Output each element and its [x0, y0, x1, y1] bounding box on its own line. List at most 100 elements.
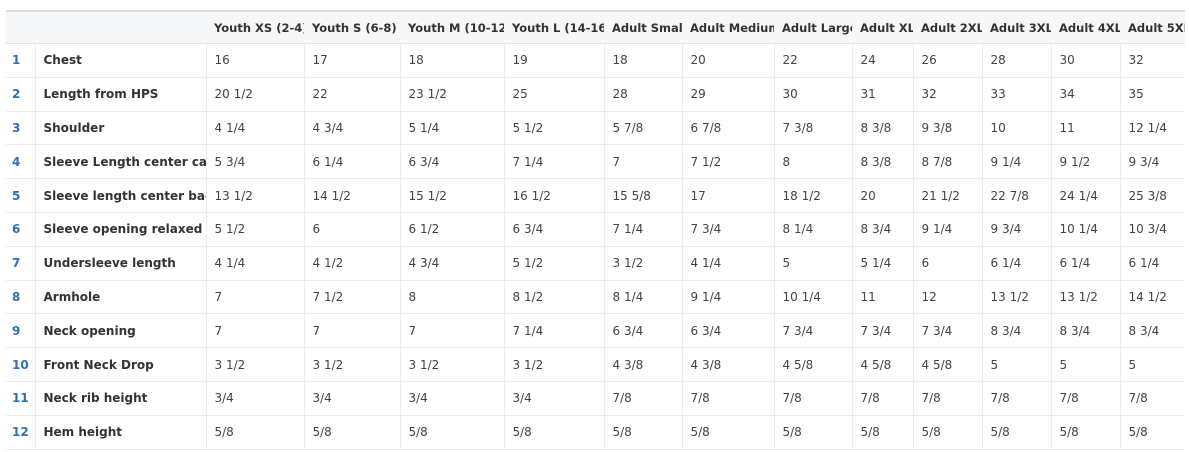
measurement-cell: 6 3/4 — [400, 144, 505, 180]
measurement-cell: 5/8 — [852, 415, 914, 450]
row-number: 5 — [6, 178, 36, 213]
measurement-cell: 4 1/4 — [206, 111, 305, 146]
header-label-blank — [35, 11, 206, 44]
measurement-cell: 6 1/4 — [982, 246, 1052, 281]
row-number: 9 — [6, 313, 36, 349]
measurement-cell: 6 — [304, 212, 401, 247]
measurement-cell: 7 — [304, 313, 401, 349]
measurement-cell: 8 1/2 — [504, 280, 605, 315]
measurement-label: Hem height — [35, 415, 207, 450]
measurement-cell: 31 — [852, 77, 914, 112]
table-row: 6 Sleeve opening relaxed 5 1/2 6 6 1/2 6 3/4 7… — [6, 212, 1185, 247]
measurement-cell: 11 — [1051, 111, 1121, 146]
measurement-cell: 7/8 — [604, 381, 683, 416]
table-row: 9 Neck opening 7 7 7 7 1/4 6 3/4 6 3/4 7 3/4 7 3/… — [6, 313, 1185, 349]
measurement-label: Front Neck Drop — [35, 347, 207, 382]
measurement-cell: 6 1/4 — [1051, 246, 1121, 281]
measurement-cell: 4 5/8 — [913, 347, 983, 382]
row-number: 3 — [6, 111, 36, 146]
measurement-cell: 5/8 — [604, 415, 683, 450]
measurement-cell: 5 — [1120, 347, 1185, 382]
column-header: Youth L (14-16) — [504, 11, 604, 44]
measurement-cell: 5 — [1051, 347, 1121, 382]
measurement-cell: 4 3/4 — [400, 246, 505, 281]
measurement-cell: 4 1/4 — [206, 246, 305, 281]
measurement-cell: 3 1/2 — [504, 347, 605, 382]
table-row: 4 Sleeve Length center cap 5 3/4 6 1/4 6 3/4… — [6, 144, 1185, 180]
measurement-cell: 30 — [1051, 43, 1121, 78]
measurement-label: Chest — [35, 43, 207, 78]
measurement-cell: 7/8 — [774, 381, 853, 416]
measurement-label: Neck rib height — [35, 381, 207, 416]
measurement-cell: 10 1/4 — [1051, 212, 1121, 247]
measurement-cell: 16 1/2 — [504, 178, 605, 213]
measurement-cell: 22 — [774, 43, 853, 78]
measurement-cell: 25 3/8 — [1120, 178, 1185, 213]
measurement-cell: 25 — [504, 77, 605, 112]
measurement-cell: 7/8 — [1051, 381, 1121, 416]
measurement-cell: 24 — [852, 43, 914, 78]
measurement-cell: 6 7/8 — [682, 111, 775, 146]
measurement-cell: 14 1/2 — [304, 178, 401, 213]
row-number: 7 — [6, 246, 36, 281]
table-body: 1 Chest 16 17 18 19 18 20 22 24 26 28 30 32 2 Length fr… — [6, 43, 1185, 450]
measurement-cell: 7 1/4 — [504, 144, 605, 180]
row-number: 10 — [6, 347, 36, 382]
measurement-cell: 7/8 — [982, 381, 1052, 416]
measurement-cell: 7 3/4 — [852, 313, 914, 349]
measurement-cell: 3/4 — [400, 381, 505, 416]
measurement-cell: 5/8 — [1120, 415, 1185, 450]
measurement-cell: 10 1/4 — [774, 280, 853, 315]
measurement-cell: 34 — [1051, 77, 1121, 112]
measurement-cell: 7 3/4 — [913, 313, 983, 349]
measurement-cell: 28 — [604, 77, 683, 112]
row-number: 2 — [6, 77, 36, 112]
measurement-cell: 8 — [400, 280, 505, 315]
measurement-cell: 33 — [982, 77, 1052, 112]
measurement-cell: 6 — [913, 246, 983, 281]
measurement-label: Sleeve Length center cap — [35, 144, 207, 180]
row-number: 4 — [6, 144, 36, 180]
measurement-cell: 18 — [604, 43, 683, 78]
measurement-cell: 5 — [774, 246, 853, 281]
measurement-cell: 19 — [504, 43, 605, 78]
measurement-cell: 8 1/4 — [774, 212, 853, 247]
measurement-cell: 9 1/4 — [682, 280, 775, 315]
column-header: Adult Large — [774, 11, 852, 44]
measurement-cell: 3 1/2 — [304, 347, 401, 382]
measurement-cell: 3/4 — [206, 381, 305, 416]
column-header: Adult 5XL — [1120, 11, 1185, 44]
measurement-cell: 6 1/4 — [1120, 246, 1185, 281]
row-number: 8 — [6, 280, 36, 315]
measurement-cell: 7/8 — [682, 381, 775, 416]
measurement-cell: 7 3/4 — [774, 313, 853, 349]
table-row: 7 Undersleeve length 4 1/4 4 1/2 4 3/4 5 1/2 3… — [6, 246, 1185, 281]
measurement-cell: 4 5/8 — [852, 347, 914, 382]
measurement-cell: 5/8 — [682, 415, 775, 450]
measurement-cell: 7 3/4 — [682, 212, 775, 247]
measurement-cell: 12 1/4 — [1120, 111, 1185, 146]
measurement-label: Neck opening — [35, 313, 207, 349]
measurement-label: Armhole — [35, 280, 207, 315]
table-row: 12 Hem height 5/8 5/8 5/8 5/8 5/8 5/8 5/8 5/8 5/8 5… — [6, 415, 1185, 450]
measurement-cell: 7 1/2 — [682, 144, 775, 180]
column-header: Adult 2XL — [913, 11, 982, 44]
measurement-cell: 30 — [774, 77, 853, 112]
measurement-cell: 5/8 — [504, 415, 605, 450]
measurement-cell: 8 3/4 — [1051, 313, 1121, 349]
measurement-cell: 8 7/8 — [913, 144, 983, 180]
measurement-cell: 3/4 — [304, 381, 401, 416]
measurement-cell: 4 3/4 — [304, 111, 401, 146]
measurement-cell: 8 3/8 — [852, 111, 914, 146]
measurement-cell: 15 1/2 — [400, 178, 505, 213]
table-header: Youth XS (2-4) Youth S (6-8) Youth M (10… — [6, 11, 1185, 44]
measurement-cell: 6 3/4 — [682, 313, 775, 349]
column-header: Youth XS (2-4) — [206, 11, 304, 44]
measurement-cell: 5 3/4 — [206, 144, 305, 180]
measurement-cell: 5/8 — [304, 415, 401, 450]
size-chart-container: Youth XS (2-4) Youth S (6-8) Youth M (10… — [6, 10, 1185, 450]
measurement-cell: 20 1/2 — [206, 77, 305, 112]
row-number: 6 — [6, 212, 36, 247]
measurement-cell: 5 7/8 — [604, 111, 683, 146]
row-number: 12 — [6, 415, 36, 450]
